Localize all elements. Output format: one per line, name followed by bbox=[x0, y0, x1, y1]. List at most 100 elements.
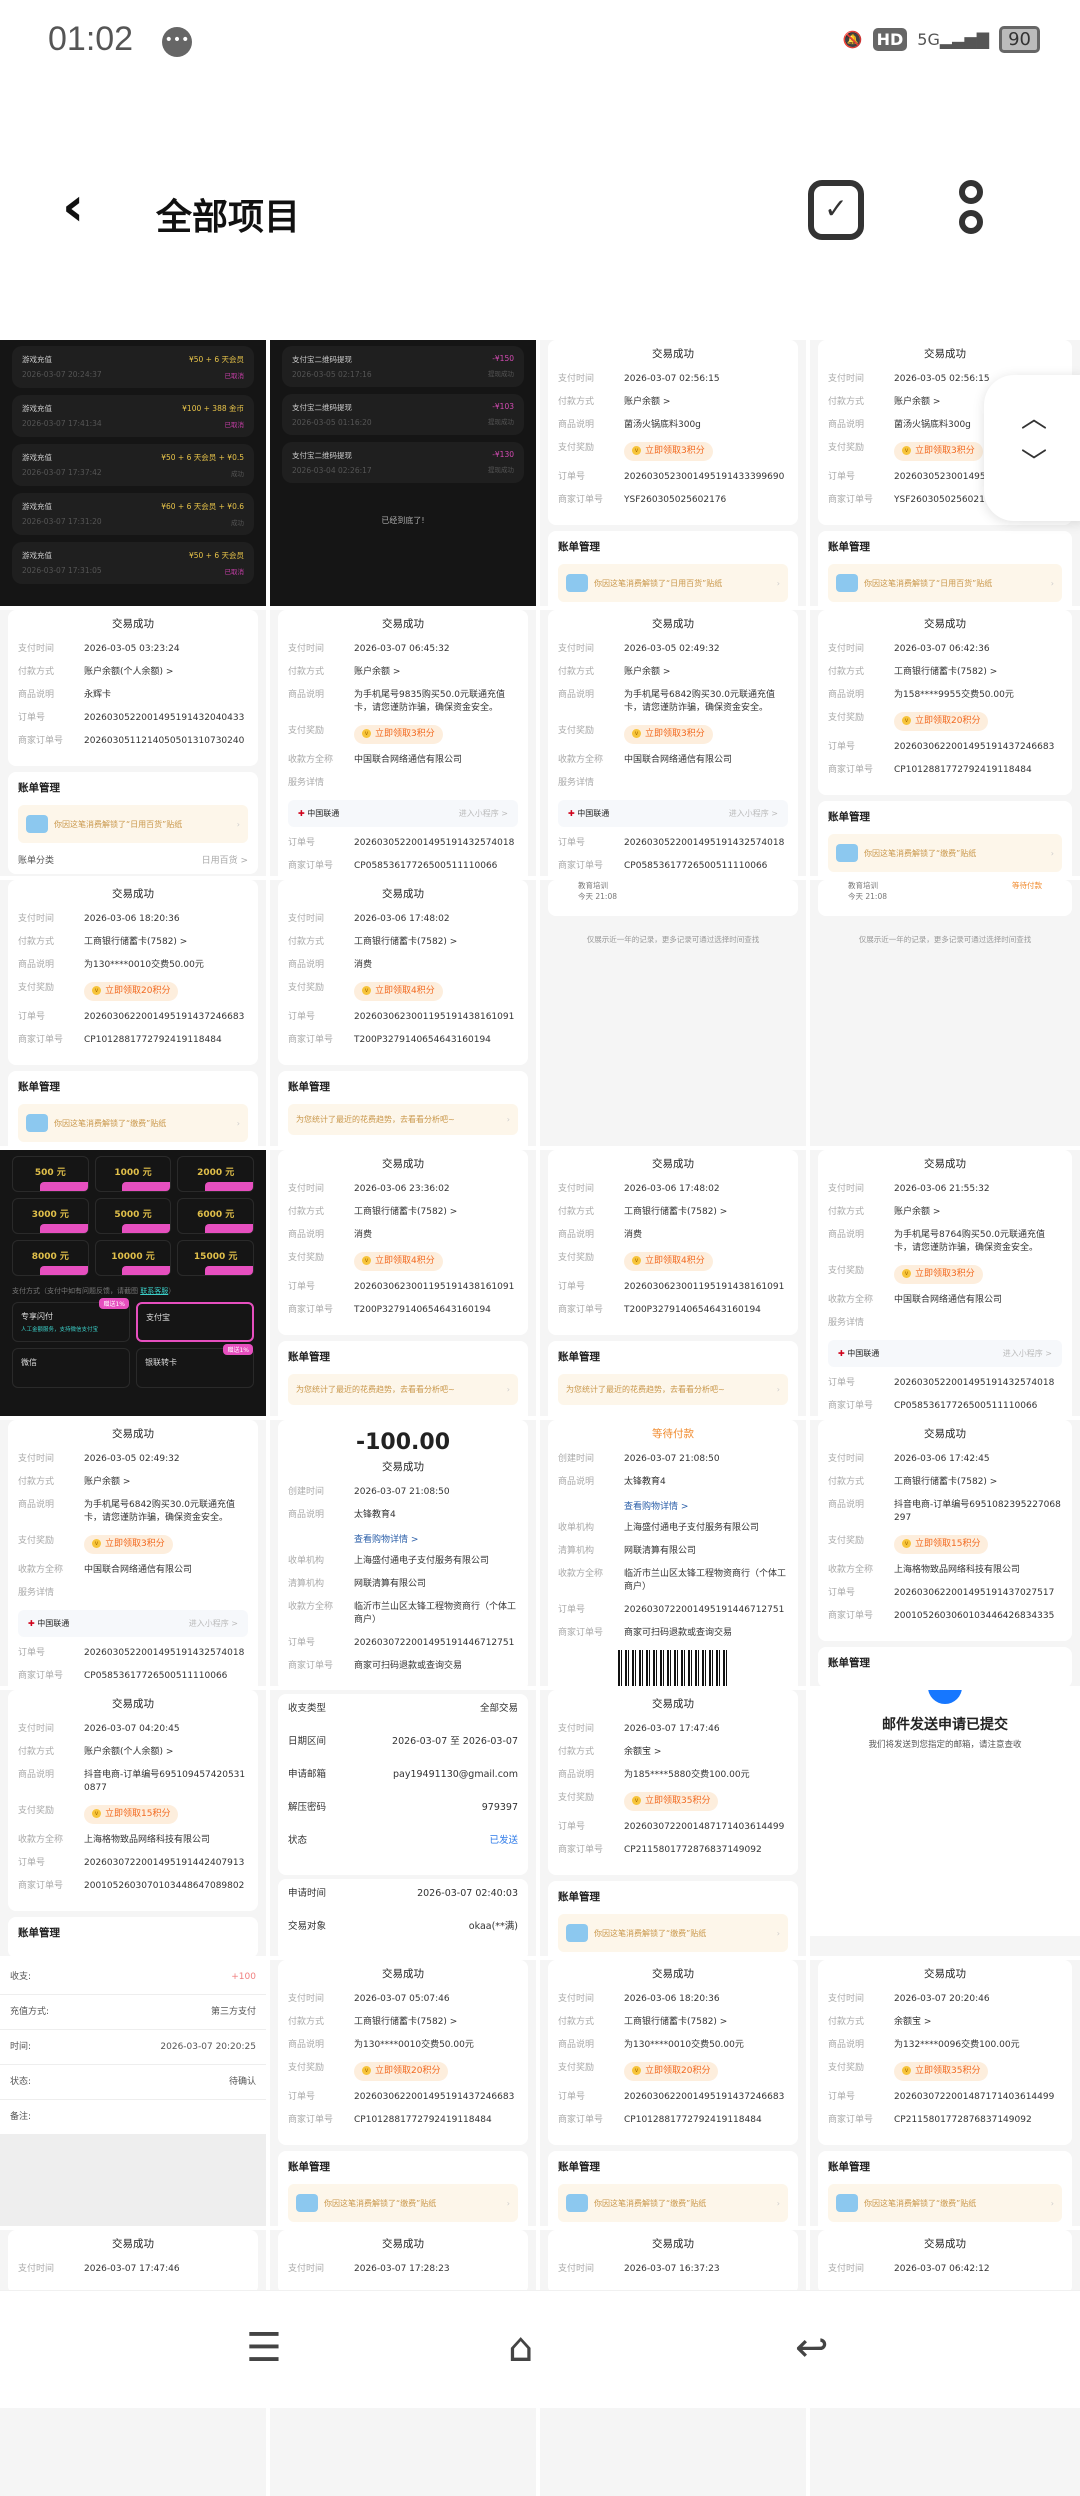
gallery-thumbnail[interactable]: 交易成功 支付时间 2026-03-07 02:56:15 付款方式 账户余额 > 商品说… bbox=[540, 340, 806, 606]
service-card[interactable]: 中国联通 进入小程序 > bbox=[558, 800, 788, 827]
bill-category-row[interactable]: 账单分类 其他 > bbox=[558, 1415, 788, 1416]
payment-method-option[interactable]: 支付宝 bbox=[136, 1302, 254, 1342]
row-value-text[interactable]: 立即领取4积分 bbox=[354, 982, 443, 1001]
gallery-thumbnail[interactable]: 交易成功 支付时间 2026-03-05 02:49:32 付款方式 账户余额 > 商品说… bbox=[0, 1420, 266, 1686]
chevron-up-icon[interactable]: ︿ bbox=[1020, 404, 1047, 434]
row-value-text[interactable]: 立即领取3积分 bbox=[894, 442, 983, 461]
mini-program-link[interactable]: 进入小程序 > bbox=[188, 1619, 238, 1628]
sticker-banner[interactable]: 为您统计了最近的花费趋势，去看看分析吧~ › bbox=[288, 1104, 518, 1135]
gallery-thumbnail[interactable]: 交易成功 支付时间 2026-03-07 20:20:46 付款方式 余额宝 > 商品说明… bbox=[810, 1960, 1080, 2226]
contact-support-link[interactable]: 联系客服 bbox=[140, 1287, 169, 1295]
amount-option[interactable]: 6000 元 bbox=[177, 1198, 254, 1234]
gallery-thumbnail[interactable]: 交易成功 支付时间 2026-03-07 17:47:46 付款方式 余额宝 > 商品说明… bbox=[540, 1690, 806, 1956]
row-value-text[interactable]: 立即领取4积分 bbox=[354, 1252, 443, 1271]
amount-option[interactable]: 1000 元 bbox=[94, 1156, 172, 1192]
row-value-text[interactable]: 立即领取15积分 bbox=[84, 1805, 179, 1824]
payment-method-option[interactable]: 银联转卡 赠送1% bbox=[136, 1344, 254, 1388]
mini-program-link[interactable]: 进入小程序 > bbox=[1002, 1349, 1052, 1358]
sticker-banner[interactable]: 你因这笔消费解锁了“缴费”贴纸 › bbox=[828, 834, 1062, 872]
transaction-list-item[interactable]: 游戏充值 2026-03-07 17:31:20 ¥60 + 6 天会员 + ¥0.… bbox=[12, 493, 254, 535]
bill-category-row[interactable]: 账单分类 其他 > bbox=[288, 1145, 518, 1146]
row-value-text[interactable]: 立即领取20积分 bbox=[354, 2062, 449, 2081]
row-value-text[interactable]: 立即领取20积分 bbox=[84, 982, 179, 1001]
amount-option[interactable]: 2000 元 bbox=[177, 1156, 254, 1192]
more-options-button[interactable] bbox=[956, 180, 986, 240]
amount-option[interactable]: 3000 元 bbox=[12, 1198, 89, 1234]
row-value-text[interactable]: 立即领取35积分 bbox=[624, 1792, 719, 1811]
service-card[interactable]: 中国联通 进入小程序 > bbox=[18, 1610, 248, 1637]
service-card[interactable]: 中国联通 进入小程序 > bbox=[828, 1340, 1062, 1367]
transaction-list-item[interactable]: 游戏充值 2026-03-07 20:24:37 ¥50 + 6 天会员 已取消 bbox=[12, 346, 254, 388]
gallery-thumbnail[interactable]: 交易成功 支付时间 2026-03-06 23:36:02 付款方式 工商银行储蓄卡(7… bbox=[270, 1150, 536, 1416]
gallery-thumbnail[interactable]: 支付宝二维码提现 2026-03-05 02:17:16 -¥150 提现成功 支付宝二… bbox=[270, 340, 536, 606]
home-icon[interactable]: ⌂ bbox=[508, 2325, 534, 2371]
shopping-details-link[interactable]: 查看购物详情 > bbox=[624, 1502, 689, 1512]
gallery-thumbnail[interactable]: 交易成功 支付时间 2026-03-07 04:20:45 付款方式 账户余额(个人余额… bbox=[0, 1690, 266, 1956]
transaction-list-item[interactable]: 教育培训 今天 21:08 bbox=[548, 880, 798, 916]
row-value-text[interactable]: 立即领取15积分 bbox=[894, 1535, 989, 1554]
select-button[interactable]: ✓ bbox=[808, 180, 864, 240]
row-value-text[interactable]: 立即领取3积分 bbox=[894, 1265, 983, 1284]
amount-option[interactable]: 10000 元 bbox=[94, 1240, 172, 1276]
gallery-thumbnail[interactable]: 游戏充值 2026-03-07 20:24:37 ¥50 + 6 天会员 已取消 游戏充… bbox=[0, 340, 266, 606]
row-value-text[interactable]: 立即领取3积分 bbox=[624, 725, 713, 744]
sticker-banner[interactable]: 你因这笔消费解锁了“缴费”贴纸 › bbox=[558, 1914, 788, 1952]
gallery-thumbnail[interactable]: 收支: +100 充值方式: 第三方支付 时间: 2026-03-07 20:20:25 状… bbox=[0, 1960, 266, 2226]
sticker-banner[interactable]: 你因这笔消费解锁了“日用百货”贴纸 › bbox=[558, 564, 788, 602]
sticker-banner[interactable]: 你因这笔消费解锁了“缴费”贴纸 › bbox=[18, 1104, 248, 1142]
sticker-banner[interactable]: 你因这笔消费解锁了“日用百货”贴纸 › bbox=[828, 564, 1062, 602]
mini-program-link[interactable]: 进入小程序 > bbox=[458, 809, 508, 818]
sticker-banner[interactable]: 你因这笔消费解锁了“缴费”贴纸 › bbox=[288, 2184, 518, 2222]
gallery-thumbnail[interactable]: 交易成功 支付时间 2026-03-06 18:20:36 付款方式 工商银行储蓄卡(7… bbox=[0, 880, 266, 1146]
bill-category-row[interactable]: 账单分类 日用百货 > bbox=[18, 853, 248, 866]
back-button[interactable]: ‹ bbox=[62, 175, 85, 238]
gallery-thumbnail[interactable]: 交易成功 支付时间 2026-03-06 17:48:02 付款方式 工商银行储蓄卡(7… bbox=[540, 1150, 806, 1416]
sticker-banner[interactable]: 你因这笔消费解锁了“缴费”贴纸 › bbox=[558, 2184, 788, 2222]
amount-option[interactable]: 5000 元 bbox=[94, 1198, 172, 1234]
gallery-thumbnail[interactable]: 500 元 1000 元 2000 元 3000 元 5000 元 6000 元 8000 … bbox=[0, 1150, 266, 1416]
gallery-thumbnail[interactable]: 交易成功 支付时间 2026-03-06 21:55:32 付款方式 账户余额 > 商品说… bbox=[810, 1150, 1080, 1416]
transaction-list-item[interactable]: 支付宝二维码提现 2026-03-05 02:17:16 -¥150 提现成功 bbox=[282, 346, 524, 387]
gallery-thumbnail[interactable]: 交易成功 支付时间 2026-03-07 06:42:36 付款方式 工商银行储蓄卡(7… bbox=[810, 610, 1080, 876]
transaction-list-item[interactable]: 支付宝二维码提现 2026-03-05 01:16:20 -¥103 提现成功 bbox=[282, 394, 524, 435]
gallery-thumbnail[interactable]: 交易成功 支付时间 2026-03-06 17:48:02 付款方式 工商银行储蓄卡(7… bbox=[270, 880, 536, 1146]
transaction-list-item[interactable]: 教育培训 今天 21:08 等待付款 bbox=[818, 880, 1072, 916]
row-value-text[interactable]: 立即领取20积分 bbox=[624, 2062, 719, 2081]
mini-program-link[interactable]: 进入小程序 > bbox=[728, 809, 778, 818]
amount-option[interactable]: 15000 元 bbox=[177, 1240, 254, 1276]
gallery-thumbnail[interactable]: 教育培训 今天 21:08 仅展示近一年的记录，更多记录可通过选择时间查找 bbox=[540, 880, 806, 1146]
payment-method-option[interactable]: 专享闪付 人工金额服务，支持微信支付宝 赠送1% bbox=[12, 1298, 130, 1342]
gallery-thumbnail[interactable]: 教育培训 今天 21:08 等待付款 仅展示近一年的记录，更多记录可通过选择时间查找 bbox=[810, 880, 1080, 1146]
row-value-text[interactable]: 立即领取4积分 bbox=[624, 1252, 713, 1271]
transaction-list-item[interactable]: 游戏充值 2026-03-07 17:31:05 ¥50 + 6 天会员 已取消 bbox=[12, 542, 254, 584]
row-value-text[interactable]: 立即领取3积分 bbox=[84, 1535, 173, 1554]
gallery-thumbnail[interactable]: 收支类型 全部交易 日期区间 2026-03-07 至 2026-03-07 申请邮箱 p… bbox=[270, 1690, 536, 1956]
gallery-thumbnail[interactable]: 交易成功 支付时间 2026-03-07 05:07:46 付款方式 工商银行储蓄卡(7… bbox=[270, 1960, 536, 2226]
row-value-text[interactable]: 立即领取3积分 bbox=[354, 725, 443, 744]
gallery-thumbnail[interactable]: -100.00 交易成功 创建时间 2026-03-07 21:08:50 商品说明 太锋… bbox=[270, 1420, 536, 1686]
gallery-thumbnail[interactable]: 交易成功 支付时间 2026-03-06 18:20:36 付款方式 工商银行储蓄卡(7… bbox=[540, 1960, 806, 2226]
amount-option[interactable]: 500 元 bbox=[12, 1156, 89, 1192]
transaction-list-item[interactable]: 支付宝二维码提现 2026-03-04 02:26:17 -¥130 提现成功 bbox=[282, 442, 524, 483]
sticker-banner[interactable]: 为您统计了最近的花费趋势，去看看分析吧~ › bbox=[288, 1374, 518, 1405]
transaction-list-item[interactable]: 游戏充值 2026-03-07 17:37:42 ¥50 + 6 天会员 + ¥0.… bbox=[12, 444, 254, 486]
sticker-banner[interactable]: 为您统计了最近的花费趋势，去看看分析吧~ › bbox=[558, 1374, 788, 1405]
bill-category-row[interactable]: 账单分类 其他 > bbox=[288, 1415, 518, 1416]
gallery-thumbnail[interactable]: 交易成功 支付时间 2026-03-05 02:49:32 付款方式 账户余额 > 商品说… bbox=[540, 610, 806, 876]
back-icon[interactable]: ↩ bbox=[795, 2325, 829, 2371]
gallery-thumbnail[interactable]: 等待付款 创建时间 2026-03-07 21:08:50 商品说明 太锋教育4 查看购物… bbox=[540, 1420, 806, 1686]
sticker-banner[interactable]: 你因这笔消费解锁了“日用百货”贴纸 › bbox=[18, 805, 248, 843]
row-value-text[interactable]: 立即领取3积分 bbox=[624, 442, 713, 461]
gallery-thumbnail[interactable]: 交易成功 支付时间 2026-03-07 06:45:32 付款方式 账户余额 > 商品说… bbox=[270, 610, 536, 876]
row-value-text[interactable]: 立即领取35积分 bbox=[894, 2062, 989, 2081]
transaction-list-item[interactable]: 游戏充值 2026-03-07 17:41:34 ¥100 + 388 金币 已取消 bbox=[12, 395, 254, 437]
service-card[interactable]: 中国联通 进入小程序 > bbox=[288, 800, 518, 827]
sticker-banner[interactable]: 你因这笔消费解锁了“缴费”贴纸 › bbox=[828, 2184, 1062, 2222]
gallery-thumbnail[interactable]: 邮件发送申请已提交 我们将发送到您指定的邮箱，请注意查收 bbox=[810, 1690, 1080, 1956]
chevron-down-icon[interactable]: ﹀ bbox=[1020, 448, 1047, 478]
payment-method-option[interactable]: 微信 bbox=[12, 1348, 130, 1388]
row-value-text[interactable]: 立即领取20积分 bbox=[894, 712, 989, 731]
amount-option[interactable]: 8000 元 bbox=[12, 1240, 89, 1276]
gallery-thumbnail[interactable]: 交易成功 支付时间 2026-03-06 17:42:45 付款方式 工商银行储蓄卡(7… bbox=[810, 1420, 1080, 1686]
gallery-thumbnail[interactable]: 交易成功 支付时间 2026-03-05 03:23:24 付款方式 账户余额(个人余额… bbox=[0, 610, 266, 876]
